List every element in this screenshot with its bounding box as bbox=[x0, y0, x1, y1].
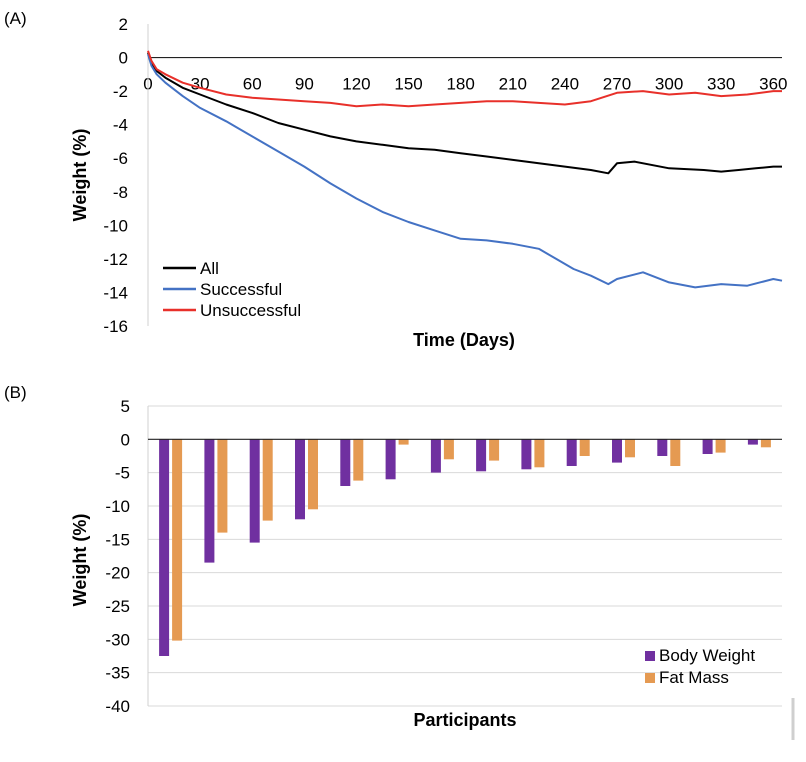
panel-a-x-tick-label: 300 bbox=[655, 75, 683, 94]
panel-b-y-tick-label: -30 bbox=[105, 630, 130, 649]
panel-b-y-tick-label: 0 bbox=[121, 430, 130, 449]
panel-b-bar-fat-mass bbox=[172, 439, 183, 641]
panel-b-bar-fat-mass bbox=[760, 439, 771, 448]
panel-b-bar-body-weight bbox=[204, 439, 215, 563]
panel-b-bar-body-weight bbox=[430, 439, 441, 473]
panel-b-bar-body-weight bbox=[657, 439, 668, 456]
panel-b-bar-body-weight bbox=[747, 439, 758, 445]
panel-a-series-lines bbox=[147, 50, 783, 289]
panel-b-bars bbox=[159, 439, 771, 656]
panel-b-bar-body-weight bbox=[249, 439, 260, 543]
panel-b-y-tick-label: -20 bbox=[105, 564, 130, 583]
panel-a-x-tick-label: 60 bbox=[243, 75, 262, 94]
panel-b-bar-fat-mass bbox=[670, 439, 681, 466]
panel-b-bar-fat-mass bbox=[308, 439, 318, 510]
panel-b-bar-fat-mass bbox=[217, 439, 228, 533]
panel-b-y-axis-title: Weight (%) bbox=[70, 514, 90, 607]
panel-a-legend-label-all: All bbox=[200, 259, 219, 278]
panel-a-y-tick-label: -2 bbox=[113, 82, 128, 101]
panel-a-y-tick-label: -14 bbox=[103, 283, 128, 302]
panel-b-bar-fat-mass bbox=[443, 439, 454, 460]
panel-a-x-tick-label: 120 bbox=[342, 75, 370, 94]
panel-a: (A) 2 0 -2 -4 -6 -8 -10 -12 -14 -16 0 30 60 90 120 150… bbox=[4, 9, 788, 350]
panel-b-bar-body-weight bbox=[566, 439, 577, 466]
panel-a-series-line-all bbox=[147, 52, 782, 175]
panel-a-x-tick-label: 210 bbox=[499, 75, 527, 94]
panel-a-legend-label-unsuccessful: Unsuccessful bbox=[200, 301, 301, 320]
panel-a-y-tick-label: -8 bbox=[113, 183, 128, 202]
panel-b-y-tick-label: -35 bbox=[105, 664, 130, 683]
panel-a-y-tick-label: 0 bbox=[119, 49, 128, 68]
panel-b-y-tick-label: -40 bbox=[105, 697, 130, 716]
panel-b-bar-body-weight bbox=[521, 439, 532, 470]
panel-b-bar-fat-mass bbox=[715, 439, 726, 453]
panel-b-bar-body-weight bbox=[340, 439, 351, 486]
panel-a-x-tick-label: 30 bbox=[191, 75, 210, 94]
panel-b-bar-fat-mass bbox=[579, 439, 590, 456]
panel-a-x-tick-label: 90 bbox=[295, 75, 314, 94]
panel-a-x-tick-label: 270 bbox=[603, 75, 631, 94]
panel-b-label: (B) bbox=[4, 383, 27, 402]
panel-a-x-tick-label: 330 bbox=[707, 75, 735, 94]
panel-a-y-tick-label: -16 bbox=[103, 317, 128, 336]
panel-a-y-axis-title: Weight (%) bbox=[70, 129, 90, 222]
panel-a-y-tick-label: -6 bbox=[113, 149, 128, 168]
panel-b-y-tick-label: -10 bbox=[105, 497, 130, 516]
panel-a-x-tick-label: 180 bbox=[446, 75, 474, 94]
panel-b-bar-fat-mass bbox=[398, 439, 409, 445]
panel-a-legend-label-successful: Successful bbox=[200, 280, 282, 299]
panel-a-x-tick-label: 150 bbox=[394, 75, 422, 94]
panel-a-series-line-unsuccessful bbox=[147, 50, 782, 108]
panel-b-legend: Body Weight Fat Mass bbox=[645, 646, 755, 687]
panel-b-bar-body-weight bbox=[612, 439, 622, 463]
panel-a-y-tick-label: -12 bbox=[103, 250, 128, 269]
panel-a-y-ticks: 2 0 -2 -4 -6 -8 -10 -12 -14 -16 bbox=[103, 15, 128, 336]
panel-b-legend-label-fat-mass: Fat Mass bbox=[659, 668, 729, 687]
panel-b-legend-label-body-weight: Body Weight bbox=[659, 646, 755, 665]
panel-b-bar-fat-mass bbox=[353, 439, 364, 481]
panel-a-x-tick-label: 360 bbox=[759, 75, 787, 94]
panel-b-y-ticks: 5 0 -5 -10 -15 -20 -25 -30 -35 -40 bbox=[105, 397, 130, 716]
panel-b-bar-body-weight bbox=[295, 439, 305, 520]
panel-b-bar-fat-mass bbox=[534, 439, 545, 468]
panel-b-legend-swatch-fat-mass bbox=[645, 673, 655, 683]
panel-a-legend: All Successful Unsuccessful bbox=[163, 259, 301, 320]
panel-b-y-tick-label: 5 bbox=[121, 397, 130, 416]
panel-b-bar-fat-mass bbox=[489, 439, 500, 461]
panel-a-y-tick-label: -10 bbox=[103, 216, 128, 235]
panel-b-bar-body-weight bbox=[385, 439, 396, 480]
panel-a-series-line-successful bbox=[147, 53, 783, 289]
panel-b-x-axis-title: Participants bbox=[413, 710, 516, 730]
panel-b-y-tick-label: -15 bbox=[105, 530, 130, 549]
panel-b-legend-swatch-body-weight bbox=[645, 651, 655, 661]
panel-b-y-tick-label: -25 bbox=[105, 597, 130, 616]
panel-a-label: (A) bbox=[4, 9, 27, 28]
panel-b-bar-body-weight bbox=[476, 439, 487, 472]
panel-a-x-tick-label: 240 bbox=[551, 75, 579, 94]
panel-b-y-tick-label: -5 bbox=[115, 464, 130, 483]
panel-b: (B) 5 0 -5 -10 -15 -20 -25 -30 -35 -40 Weight (%)… bbox=[4, 383, 782, 730]
panel-a-x-axis-title: Time (Days) bbox=[413, 330, 515, 350]
panel-b-bar-fat-mass bbox=[262, 439, 273, 521]
panel-a-x-ticks: 0 30 60 90 120 150 180 210 240 270 300 330 360 bbox=[143, 75, 787, 94]
panel-a-y-tick-label: 2 bbox=[119, 15, 128, 34]
panel-b-bar-body-weight bbox=[702, 439, 713, 454]
panel-b-bar-fat-mass bbox=[625, 439, 635, 458]
panel-a-y-tick-label: -4 bbox=[113, 116, 128, 135]
panel-b-bar-body-weight bbox=[159, 439, 170, 656]
